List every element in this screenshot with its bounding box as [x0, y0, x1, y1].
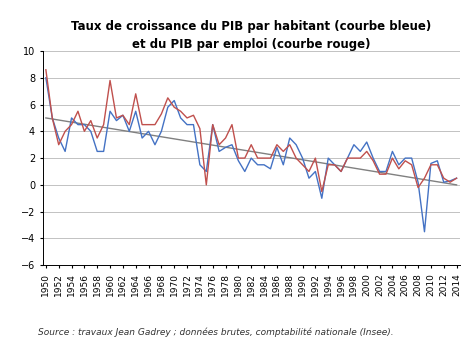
Title: Taux de croissance du PIB par habitant (courbe bleue)
et du PIB par emploi (cour: Taux de croissance du PIB par habitant (…: [71, 20, 431, 51]
Text: Source : travaux Jean Gadrey ; données brutes, comptabilité nationale (Insee).: Source : travaux Jean Gadrey ; données b…: [38, 327, 393, 337]
